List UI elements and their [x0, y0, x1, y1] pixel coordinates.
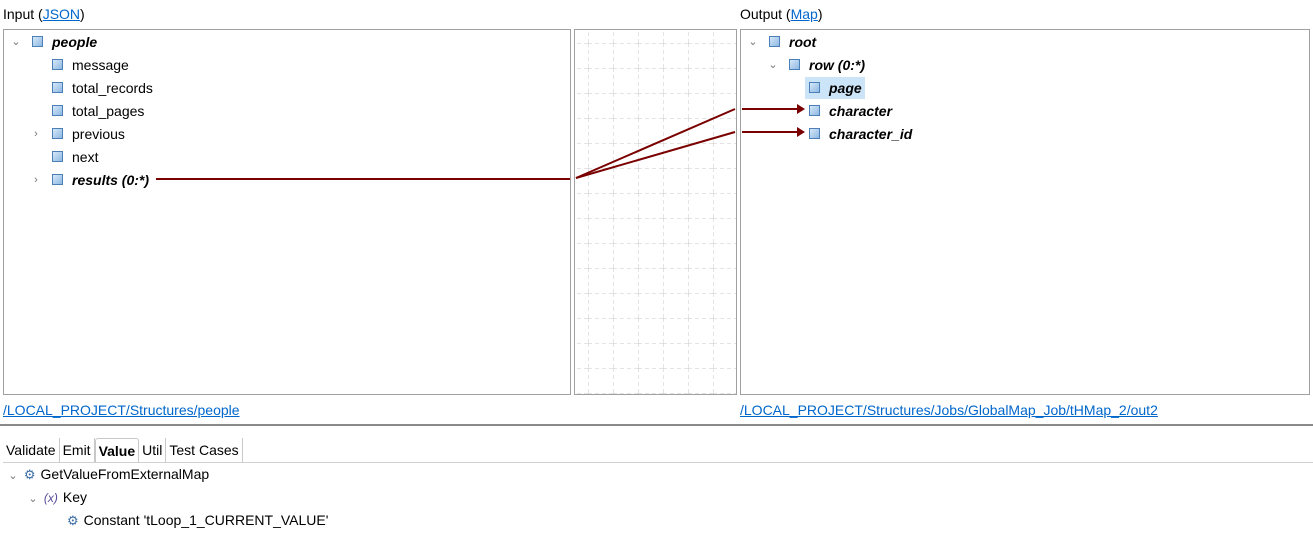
- tree-label: page: [829, 80, 862, 96]
- input-header: Input (JSON): [3, 6, 85, 22]
- tab-test-cases[interactable]: Test Cases: [166, 438, 243, 462]
- chevron-down-icon[interactable]: ⌄: [28, 493, 38, 505]
- output-label: Output (: [740, 6, 791, 22]
- mapping-grid: [575, 30, 736, 394]
- gear-icon: ⚙: [23, 467, 36, 482]
- chevron-down-icon[interactable]: ⌄: [748, 36, 758, 48]
- tree-label: root: [789, 34, 817, 50]
- input-type-link[interactable]: JSON: [42, 6, 81, 22]
- tree-item-message[interactable]: message: [52, 54, 129, 76]
- chevron-down-icon[interactable]: ⌄: [11, 36, 21, 48]
- tree-label: character: [829, 103, 893, 119]
- tree-item-character-id[interactable]: character_id: [809, 123, 912, 145]
- element-icon: [32, 35, 43, 47]
- input-label-close: ): [80, 6, 85, 22]
- tree-label: Key: [62, 489, 88, 505]
- tree-label: total_records: [72, 80, 153, 96]
- tab-util[interactable]: Util: [139, 438, 167, 462]
- function-tabs: Validate Emit Value Util Test Cases: [3, 438, 1313, 463]
- element-icon: [809, 81, 820, 93]
- output-tree-panel[interactable]: ⌄ root ⌄ row (0:*) page character characte…: [740, 29, 1310, 395]
- tree-label: results (0:*): [72, 172, 150, 188]
- tree-label: Constant 'tLoop_1_CURRENT_VALUE': [83, 512, 329, 528]
- tree-label: next: [72, 149, 99, 165]
- variable-icon: (x): [43, 491, 58, 505]
- value-tree-item-function[interactable]: ⌄ ⚙ GetValueFromExternalMap: [6, 463, 209, 485]
- tab-emit[interactable]: Emit: [60, 438, 95, 462]
- chevron-down-icon[interactable]: ⌄: [8, 470, 18, 482]
- tree-label: row (0:*): [809, 57, 865, 73]
- tree-label: message: [72, 57, 129, 73]
- input-tree-panel[interactable]: ⌄ people message total_records total_page…: [3, 29, 571, 395]
- tree-item-results[interactable]: › results (0:*): [29, 169, 149, 191]
- chevron-down-icon[interactable]: ⌄: [768, 59, 778, 71]
- tree-label: people: [52, 34, 98, 50]
- tab-validate[interactable]: Validate: [3, 438, 60, 462]
- tree-item-previous[interactable]: › previous: [29, 123, 125, 145]
- tree-item-total-records[interactable]: total_records: [52, 77, 153, 99]
- input-structure-path[interactable]: /LOCAL_PROJECT/Structures/people: [3, 402, 240, 418]
- element-icon: [52, 104, 63, 116]
- output-structure-path[interactable]: /LOCAL_PROJECT/Structures/Jobs/GlobalMap…: [740, 402, 1158, 418]
- output-header: Output (Map): [740, 6, 823, 22]
- chevron-right-icon[interactable]: ›: [34, 174, 38, 186]
- element-icon: [52, 81, 63, 93]
- tree-label: GetValueFromExternalMap: [40, 466, 210, 482]
- element-icon: [789, 58, 800, 70]
- tree-item-people[interactable]: ⌄ people: [9, 31, 97, 53]
- tree-label: previous: [72, 126, 125, 142]
- tree-item-row[interactable]: ⌄ row (0:*): [766, 54, 865, 76]
- element-icon: [52, 127, 63, 139]
- gear-icon: ⚙: [67, 513, 79, 528]
- tree-item-page[interactable]: page: [805, 77, 865, 99]
- element-icon: [52, 150, 63, 162]
- mapping-canvas[interactable]: [574, 29, 737, 395]
- output-label-close: ): [817, 6, 823, 22]
- element-icon: [52, 173, 63, 185]
- tab-value[interactable]: Value: [94, 438, 140, 462]
- value-tree-item-constant[interactable]: ⚙ Constant 'tLoop_1_CURRENT_VALUE': [67, 509, 328, 531]
- tree-item-next[interactable]: next: [52, 146, 98, 168]
- input-label: Input (: [3, 6, 43, 22]
- chevron-right-icon[interactable]: ›: [34, 128, 38, 140]
- value-tree-item-key[interactable]: ⌄ (x) Key: [26, 486, 87, 508]
- tree-item-total-pages[interactable]: total_pages: [52, 100, 144, 122]
- element-icon: [809, 104, 820, 116]
- element-icon: [52, 58, 63, 70]
- tree-label: total_pages: [72, 103, 145, 119]
- output-type-link[interactable]: Map: [790, 6, 818, 22]
- element-icon: [809, 127, 820, 139]
- tree-item-root[interactable]: ⌄ root: [746, 31, 816, 53]
- tree-label: character_id: [829, 126, 913, 142]
- tree-item-character[interactable]: character: [809, 100, 892, 122]
- element-icon: [769, 35, 780, 47]
- sash-divider[interactable]: [0, 424, 1313, 426]
